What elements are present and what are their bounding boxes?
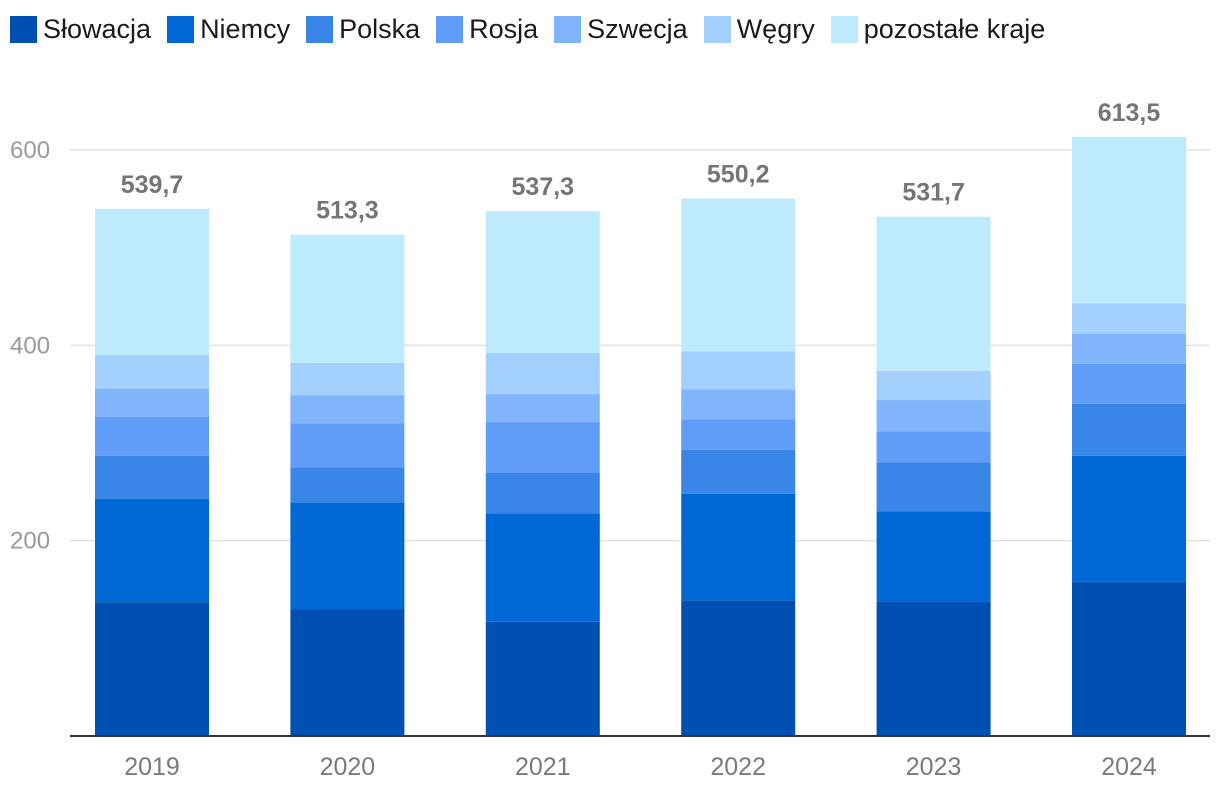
bar-segment-2022-3[interactable] xyxy=(681,419,796,450)
bar-segment-2024-0[interactable] xyxy=(1072,581,1186,736)
bar-segment-2019-6[interactable] xyxy=(95,208,209,356)
bar-segment-2022-2[interactable] xyxy=(681,449,796,494)
bar-segment-2023-2[interactable] xyxy=(876,462,991,512)
legend-swatch-slowacja xyxy=(10,16,37,43)
total-label-2021: 537,3 xyxy=(512,173,575,201)
bar-segment-2022-5[interactable] xyxy=(681,351,796,390)
bar-segment-2021-5[interactable] xyxy=(485,353,600,395)
bar-segment-2024-4[interactable] xyxy=(1072,333,1186,364)
bar-segment-2020-4[interactable] xyxy=(290,395,405,424)
legend-item-pozostale-kraje[interactable]: pozostałe kraje xyxy=(830,14,1046,45)
y-tick-label-400: 400 xyxy=(10,332,50,359)
y-tick-label-200: 200 xyxy=(10,528,50,555)
bar-segment-2024-2[interactable] xyxy=(1072,403,1186,456)
bar-segment-2019-1[interactable] xyxy=(95,498,209,603)
bar-segment-2023-1[interactable] xyxy=(876,511,991,602)
bar-segment-2022-6[interactable] xyxy=(681,198,796,352)
bar-segment-2020-5[interactable] xyxy=(290,362,405,396)
bar-segment-2024-5[interactable] xyxy=(1072,303,1186,334)
total-label-2022: 550,2 xyxy=(707,161,770,189)
total-label-2023: 531,7 xyxy=(902,179,965,207)
legend-label-slowacja: Słowacja xyxy=(43,14,152,44)
bar-segment-2020-2[interactable] xyxy=(290,467,405,503)
x-tick-label-2022: 2022 xyxy=(710,753,766,781)
bar-segment-2021-2[interactable] xyxy=(485,472,600,514)
legend-item-niemcy[interactable]: Niemcy xyxy=(167,14,290,45)
x-tick-label-2024: 2024 xyxy=(1101,753,1157,781)
bar-segment-2020-6[interactable] xyxy=(290,234,405,363)
legend-swatch-pozostale-kraje xyxy=(830,16,858,43)
legend-swatch-wegry xyxy=(703,16,731,43)
legend-item-polska[interactable]: Polska xyxy=(306,14,420,45)
legend-label-rosja: Rosja xyxy=(469,14,539,44)
legend-item-rosja[interactable]: Rosja xyxy=(436,14,538,45)
y-tick-label-600: 600 xyxy=(10,137,50,164)
bar-segment-2019-2[interactable] xyxy=(95,455,209,499)
legend-swatch-polska xyxy=(306,16,334,43)
chart-legend: Słowacja Niemcy Polska Rosja Szwecja Węg… xyxy=(10,14,1061,45)
bar-segment-2021-0[interactable] xyxy=(485,621,600,736)
bar-segment-2022-1[interactable] xyxy=(681,493,796,601)
bar-segment-2019-4[interactable] xyxy=(95,388,209,417)
bar-segment-2020-3[interactable] xyxy=(290,423,405,468)
bar-segment-2022-4[interactable] xyxy=(681,389,796,420)
labels: 200 400 600 539,7 2019 513,3 2020 537,3 2021 550,… xyxy=(10,99,1160,781)
bar-segment-2020-0[interactable] xyxy=(290,609,405,736)
bar-segment-2019-3[interactable] xyxy=(95,416,209,456)
bar-segment-2021-4[interactable] xyxy=(485,394,600,423)
legend-label-szwecja: Szwecja xyxy=(587,14,688,44)
bar-segment-2023-0[interactable] xyxy=(876,601,991,736)
legend-label-pozostale-kraje: pozostałe kraje xyxy=(863,14,1046,44)
bars xyxy=(95,136,1186,736)
bar-segment-2023-3[interactable] xyxy=(876,431,991,463)
bar-segment-2022-0[interactable] xyxy=(681,600,796,736)
gridlines xyxy=(70,149,1210,542)
bar-segment-2024-3[interactable] xyxy=(1072,363,1186,404)
bar-segment-2021-3[interactable] xyxy=(485,422,600,473)
x-tick-label-2021: 2021 xyxy=(515,753,571,781)
legend-item-wegry[interactable]: Węgry xyxy=(703,14,815,45)
legend-swatch-szwecja xyxy=(554,16,582,43)
legend-label-polska: Polska xyxy=(339,14,421,44)
bar-segment-2023-5[interactable] xyxy=(876,370,991,401)
total-label-2024: 613,5 xyxy=(1098,99,1161,127)
legend-swatch-rosja xyxy=(436,16,464,43)
bar-segment-2023-4[interactable] xyxy=(876,400,991,432)
x-tick-label-2023: 2023 xyxy=(906,753,962,781)
bar-segment-2020-1[interactable] xyxy=(290,502,405,610)
bar-segment-2024-1[interactable] xyxy=(1072,455,1186,582)
bar-segment-2024-6[interactable] xyxy=(1072,136,1186,304)
legend-item-szwecja[interactable]: Szwecja xyxy=(554,14,688,45)
bar-segment-2021-1[interactable] xyxy=(485,513,600,622)
legend-swatch-niemcy xyxy=(167,16,195,43)
bar-segment-2023-6[interactable] xyxy=(876,216,991,371)
x-tick-label-2019: 2019 xyxy=(124,753,180,781)
bar-segment-2021-6[interactable] xyxy=(485,211,600,354)
total-label-2019: 539,7 xyxy=(121,171,184,199)
total-label-2020: 513,3 xyxy=(316,197,379,225)
x-tick-label-2020: 2020 xyxy=(320,753,376,781)
bar-segment-2019-0[interactable] xyxy=(95,602,209,736)
legend-label-niemcy: Niemcy xyxy=(200,14,291,44)
legend-item-slowacja[interactable]: Słowacja xyxy=(10,14,151,45)
bar-segment-2019-5[interactable] xyxy=(95,355,209,389)
legend-label-wegry: Węgry xyxy=(736,14,815,44)
